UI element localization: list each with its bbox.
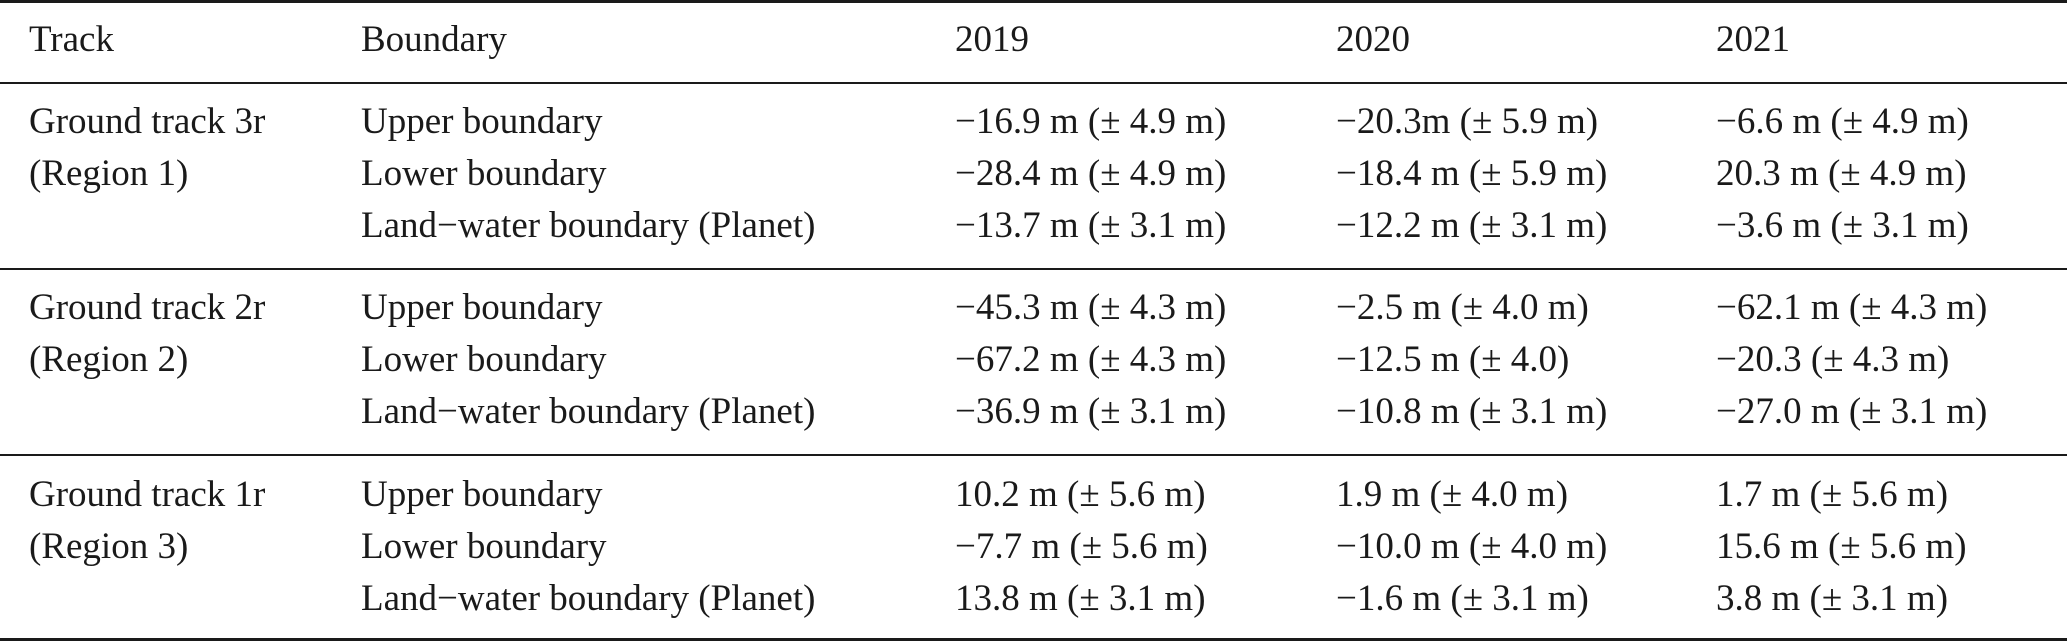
table-row: (Region 1) Lower boundary −28.4 m (± 4.9…	[0, 148, 2067, 200]
table-row: Ground track 2r Upper boundary −45.3 m (…	[0, 282, 2067, 334]
table-row: Land−water boundary (Planet) −36.9 m (± …	[0, 386, 2067, 438]
header-2020: 2020	[1336, 19, 1410, 60]
value-2021: 15.6 m (± 5.6 m)	[1716, 526, 1967, 567]
group-divider	[0, 268, 2067, 270]
header-boundary: Boundary	[361, 19, 507, 60]
track-name: Ground track 2r	[29, 287, 266, 328]
value-2021: 20.3 m (± 4.9 m)	[1716, 153, 1967, 194]
value-2019: −28.4 m (± 4.9 m)	[955, 153, 1227, 194]
table-row: Ground track 3r Upper boundary −16.9 m (…	[0, 96, 2067, 148]
value-2020: −12.5 m (± 4.0)	[1336, 339, 1570, 380]
boundary-label: Lower boundary	[361, 526, 607, 567]
value-2019: −67.2 m (± 4.3 m)	[955, 339, 1227, 380]
table-row: Land−water boundary (Planet) 13.8 m (± 3…	[0, 573, 2067, 625]
boundary-label: Land−water boundary (Planet)	[361, 391, 816, 432]
value-2020: −1.6 m (± 3.1 m)	[1336, 578, 1589, 619]
value-2020: −18.4 m (± 5.9 m)	[1336, 153, 1608, 194]
value-2021: −3.6 m (± 3.1 m)	[1716, 205, 1969, 246]
value-2020: −10.8 m (± 3.1 m)	[1336, 391, 1608, 432]
value-2019: −45.3 m (± 4.3 m)	[955, 287, 1227, 328]
value-2021: −62.1 m (± 4.3 m)	[1716, 287, 1988, 328]
value-2019: −7.7 m (± 5.6 m)	[955, 526, 1208, 567]
region-label: (Region 2)	[29, 339, 189, 380]
value-2019: −13.7 m (± 3.1 m)	[955, 205, 1227, 246]
header-track: Track	[29, 19, 114, 60]
region-label: (Region 1)	[29, 153, 189, 194]
bottom-rule	[0, 638, 2067, 641]
value-2019: −16.9 m (± 4.9 m)	[955, 101, 1227, 142]
value-2021: −27.0 m (± 3.1 m)	[1716, 391, 1988, 432]
header-2019: 2019	[955, 19, 1029, 60]
table-row: Ground track 1r Upper boundary 10.2 m (±…	[0, 469, 2067, 521]
header-row: Track Boundary 2019 2020 2021	[0, 14, 2067, 66]
group-divider	[0, 454, 2067, 456]
table-row: Land−water boundary (Planet) −13.7 m (± …	[0, 200, 2067, 252]
region-label: (Region 3)	[29, 526, 189, 567]
value-2020: −2.5 m (± 4.0 m)	[1336, 287, 1589, 328]
value-2019: 10.2 m (± 5.6 m)	[955, 474, 1206, 515]
header-2021: 2021	[1716, 19, 1790, 60]
boundary-label: Land−water boundary (Planet)	[361, 205, 816, 246]
boundary-label: Land−water boundary (Planet)	[361, 578, 816, 619]
boundary-label: Upper boundary	[361, 474, 603, 515]
boundary-label: Lower boundary	[361, 153, 607, 194]
value-2020: −10.0 m (± 4.0 m)	[1336, 526, 1608, 567]
header-rule	[0, 82, 2067, 84]
value-2019: −36.9 m (± 3.1 m)	[955, 391, 1227, 432]
value-2020: −12.2 m (± 3.1 m)	[1336, 205, 1608, 246]
value-2020: 1.9 m (± 4.0 m)	[1336, 474, 1569, 515]
top-rule	[0, 0, 2067, 3]
boundary-label: Upper boundary	[361, 287, 603, 328]
boundary-label: Upper boundary	[361, 101, 603, 142]
value-2021: 1.7 m (± 5.6 m)	[1716, 474, 1949, 515]
value-2021: 3.8 m (± 3.1 m)	[1716, 578, 1949, 619]
value-2021: −6.6 m (± 4.9 m)	[1716, 101, 1969, 142]
value-2020: −20.3m (± 5.9 m)	[1336, 101, 1599, 142]
track-name: Ground track 1r	[29, 474, 266, 515]
track-name: Ground track 3r	[29, 101, 266, 142]
value-2021: −20.3 (± 4.3 m)	[1716, 339, 1950, 380]
table-row: (Region 2) Lower boundary −67.2 m (± 4.3…	[0, 334, 2067, 386]
boundary-label: Lower boundary	[361, 339, 607, 380]
value-2019: 13.8 m (± 3.1 m)	[955, 578, 1206, 619]
table-row: (Region 3) Lower boundary −7.7 m (± 5.6 …	[0, 521, 2067, 573]
